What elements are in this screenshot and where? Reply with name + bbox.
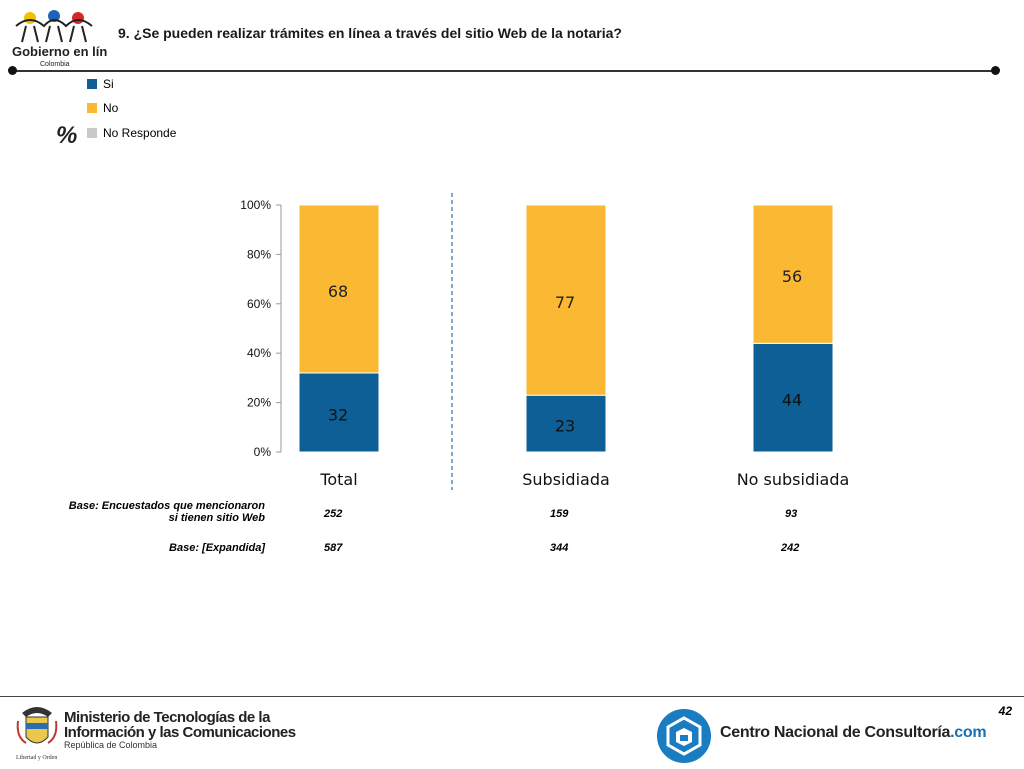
bar-segment	[298, 204, 380, 374]
coat-of-arms-icon: Libertad y Orden	[16, 707, 57, 761]
page-number: 42	[998, 704, 1012, 718]
legend-label-no-responde: No Responde	[103, 126, 177, 140]
gobierno-en-linea-logo: Gobierno en línea Colombia	[8, 4, 123, 68]
y-tick-label: 100%	[240, 198, 271, 212]
legend-label-no: No	[103, 101, 119, 115]
y-tick-label: 80%	[247, 247, 271, 261]
base-value-subsidiada: 159	[550, 508, 569, 520]
base-expanded-no-subsidiada: 242	[781, 542, 800, 554]
footer-divider	[0, 696, 1024, 697]
legend-swatch-no	[87, 103, 97, 113]
y-tick-label: 20%	[247, 396, 271, 410]
x-category-label: No subsidiada	[737, 470, 850, 489]
base-label-expandida: Base: [Expandida]	[169, 542, 265, 554]
x-category-label: Total	[319, 470, 357, 489]
base-value-total: 252	[324, 508, 343, 520]
legend-item-si: Si	[87, 77, 114, 91]
legend-label-si: Si	[103, 77, 114, 91]
y-tick-label: 0%	[254, 445, 272, 459]
svg-text:Gobierno en línea: Gobierno en línea	[12, 44, 108, 59]
divider-left-dot	[8, 66, 17, 75]
ministry-logo: Libertad y Orden	[14, 703, 244, 763]
ministry-name: Ministerio de Tecnologías de la Informac…	[64, 709, 296, 750]
legend-swatch-si	[87, 79, 97, 89]
bar-data-label: 44	[782, 391, 802, 410]
base-expanded-subsidiada: 344	[550, 542, 569, 554]
base-value-no-subsidiada: 93	[785, 508, 798, 520]
bar-data-label: 56	[782, 267, 802, 286]
bar-segment	[525, 394, 607, 453]
bar-segment	[298, 372, 380, 453]
header-divider	[12, 70, 996, 72]
base-label-encuestados: Base: Encuestados que mencionaron si tie…	[68, 500, 265, 524]
percent-unit-label: %	[56, 122, 78, 149]
page-title: 9. ¿Se pueden realizar trámites en línea…	[118, 25, 622, 41]
bar-data-label: 32	[328, 405, 348, 424]
bar-segment	[752, 342, 834, 453]
stacked-bar-chart: 0% 20% 40% 60% 80% 100% 32 68 Total 23 77 Subsidiad…	[240, 193, 850, 490]
cnc-logo-icon	[656, 708, 712, 764]
y-tick-label: 40%	[247, 346, 271, 360]
x-category-label: Subsidiada	[522, 470, 610, 489]
legend-swatch-no-responde	[87, 128, 97, 138]
bar-data-label: 23	[555, 417, 575, 436]
bar-data-label: 68	[328, 282, 348, 301]
base-expanded-total: 587	[324, 542, 343, 554]
legend-item-no-responde: No Responde	[87, 126, 176, 140]
legend-item-no: No	[87, 101, 118, 115]
svg-text:Libertad y Orden: Libertad y Orden	[16, 755, 57, 761]
bar-data-label: 77	[555, 293, 575, 312]
cnc-name: Centro Nacional de Consultoría.com	[720, 724, 987, 741]
y-tick-label: 60%	[247, 297, 271, 311]
bar-segment	[752, 204, 834, 344]
svg-text:Colombia: Colombia	[40, 61, 70, 68]
divider-right-dot	[991, 66, 1000, 75]
bar-segment	[525, 204, 607, 396]
